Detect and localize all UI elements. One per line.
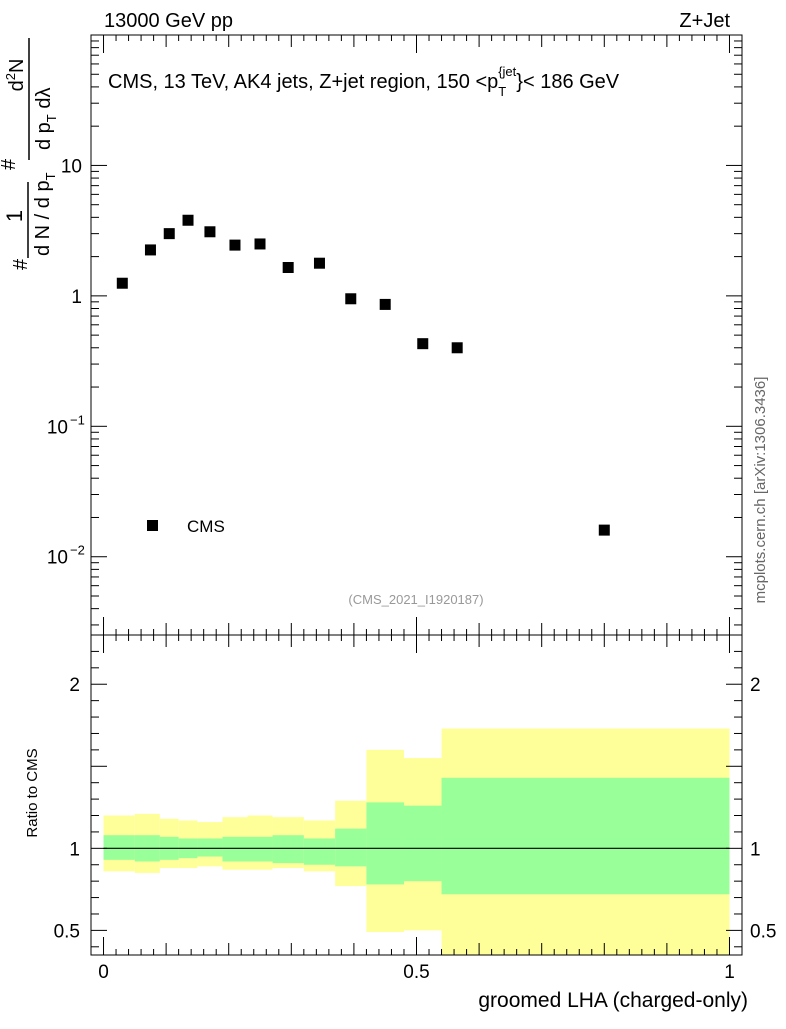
ratio-y-tick-label-right: 2 (750, 675, 761, 696)
ratio-axis-ticks: 2 2 1 1 0.5 0.5 (54, 650, 776, 948)
data-point (345, 293, 357, 305)
x-tick-label: 1 (724, 962, 735, 983)
data-point (204, 226, 216, 238)
collision-label: 13000 GeV pp (104, 10, 233, 32)
ratio-y-tick-label-right: 1 (750, 839, 761, 860)
svg-text:1: 1 (2, 210, 27, 222)
y-tick-label: 10 (47, 548, 68, 569)
svg-text:#: # (0, 158, 20, 170)
analysis-id: (CMS_2021_I1920187) (348, 592, 483, 607)
svg-text:d pT dλ: d pT dλ (33, 88, 59, 150)
ratio-y-tick-label-right: 0.5 (750, 921, 776, 942)
stat-uncertainty-band (366, 802, 404, 885)
ratio-y-tick-label: 0.5 (54, 921, 80, 942)
y-tick-label-exponent: −1 (70, 412, 85, 427)
x-tick-label: 0.5 (403, 962, 429, 983)
stat-uncertainty-band (441, 777, 730, 895)
data-point (379, 298, 391, 310)
svg-text:d N / d pT: d N / d pT (32, 172, 58, 256)
y-tick-label: 10 (47, 417, 68, 438)
data-point (282, 262, 294, 274)
y-tick-label-exponent: −2 (70, 543, 85, 558)
data-point (598, 524, 610, 536)
data-point (451, 342, 463, 354)
legend-marker-cms (147, 520, 158, 531)
data-point (163, 228, 175, 240)
stat-uncertainty-band (197, 838, 223, 857)
stat-uncertainty-band (335, 828, 367, 867)
legend-label-cms: CMS (187, 517, 225, 536)
main-y-axis-label: # 1 d N / d pT # d2N d pT dλ (0, 38, 59, 270)
data-point (417, 338, 429, 350)
main-plot-frame (90, 34, 743, 636)
plot-title: CMS, 13 TeV, AK4 jets, Z+jet region, 150… (108, 64, 620, 99)
ratio-y-tick-label: 1 (69, 839, 80, 860)
stat-uncertainty-band (222, 836, 248, 862)
stat-uncertainty-band (247, 836, 273, 862)
y-tick-label: 10 (61, 156, 82, 177)
data-point (254, 238, 266, 250)
mcplots-watermark: mcplots.cern.ch [arXiv:1306.3436] (752, 377, 769, 604)
stat-uncertainty-band (403, 805, 442, 882)
data-point (313, 257, 325, 269)
stat-uncertainty-band (272, 835, 304, 864)
data-point (182, 214, 194, 226)
stat-uncertainty-band (303, 838, 336, 865)
data-point (229, 239, 241, 251)
stat-uncertainty-band (103, 835, 135, 860)
ratio-y-tick-label: 2 (69, 675, 80, 696)
x-axis-label: groomed LHA (charged-only) (478, 989, 748, 1012)
y-tick-label: 1 (71, 287, 82, 308)
ratio-y-axis-label: Ratio to CMS (24, 748, 41, 837)
svg-text:d2N: d2N (3, 59, 28, 92)
process-label: Z+Jet (679, 10, 730, 32)
data-points (116, 214, 610, 536)
data-point (116, 277, 128, 289)
x-tick-label: 0 (98, 962, 109, 983)
data-point (144, 244, 156, 256)
svg-text:#: # (10, 258, 32, 270)
ratio-uncertainty-bands (103, 728, 730, 955)
x-axis-ticks: 0 0.5 1 (98, 35, 735, 983)
